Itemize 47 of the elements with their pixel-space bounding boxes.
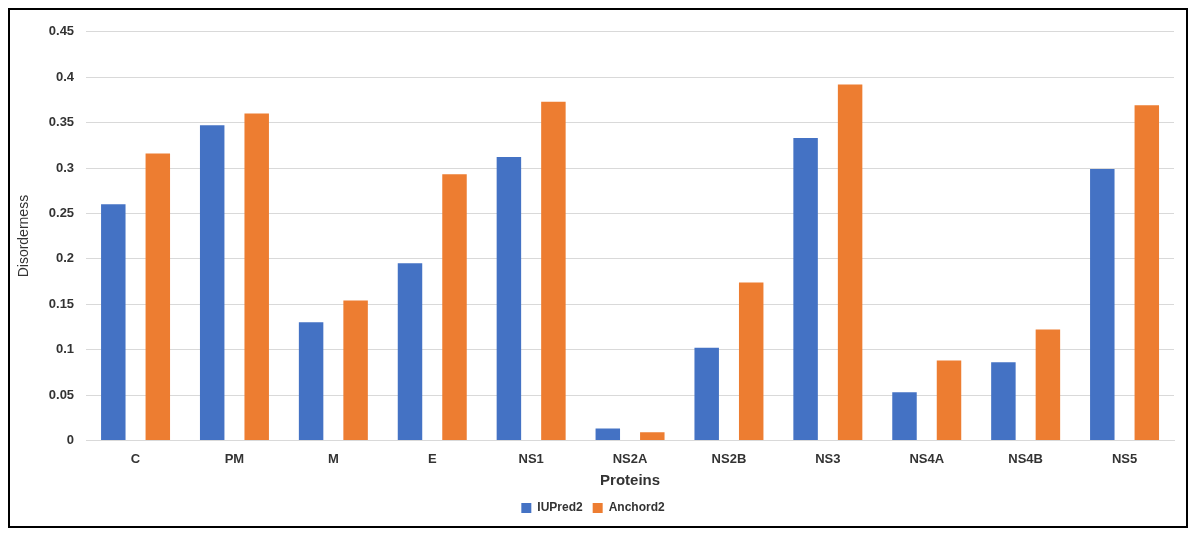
legend-label: Anchord2 <box>608 500 665 515</box>
bar <box>793 138 818 440</box>
y-tick-label: 0.4 <box>56 68 75 84</box>
bar <box>892 392 917 440</box>
bar <box>244 113 269 440</box>
y-tick-label: 0.25 <box>48 204 75 220</box>
legend-label: IUPred2 <box>537 500 583 515</box>
bar <box>199 125 225 440</box>
bar <box>397 263 423 440</box>
y-axis-title: Disorderness <box>15 194 32 278</box>
bar <box>694 347 719 440</box>
bar <box>1035 329 1061 440</box>
y-tick-label: 0 <box>66 431 75 447</box>
x-tick-label: NS3 <box>815 450 841 466</box>
y-tick-label: 0.45 <box>48 23 75 39</box>
bar <box>595 428 621 440</box>
bar <box>101 204 126 440</box>
x-tick-label: NS2A <box>612 450 648 466</box>
bar <box>1134 105 1160 440</box>
y-tick-label: 0.3 <box>56 159 75 175</box>
x-tick-label: NS5 <box>1111 450 1138 466</box>
x-tick-label: C <box>130 450 141 466</box>
y-tick-label: 0.35 <box>48 114 75 130</box>
y-tick-label: 0.15 <box>48 295 75 311</box>
y-tick-label: 0.05 <box>48 386 75 402</box>
bar <box>837 84 863 440</box>
y-tick-label: 0.2 <box>56 250 75 266</box>
x-tick-label: M <box>327 450 339 466</box>
bar <box>991 362 1016 440</box>
x-tick-label: E <box>427 450 437 466</box>
bar <box>738 282 764 440</box>
x-axis-title: Proteins <box>600 471 661 489</box>
y-tick-label: 0.1 <box>56 341 75 357</box>
x-tick-label: NS4A <box>909 450 945 466</box>
bar <box>1090 168 1115 440</box>
x-tick-label: NS4B <box>1008 450 1043 466</box>
bar <box>442 174 467 440</box>
bar <box>541 101 566 440</box>
bar <box>343 300 368 440</box>
bar <box>640 432 665 440</box>
bar <box>298 322 324 440</box>
x-tick-label: PM <box>224 450 245 466</box>
x-tick-label: NS1 <box>518 450 544 466</box>
x-tick-label: NS2B <box>711 450 747 466</box>
bar <box>145 153 171 440</box>
bar <box>496 157 522 440</box>
bar <box>936 360 962 440</box>
